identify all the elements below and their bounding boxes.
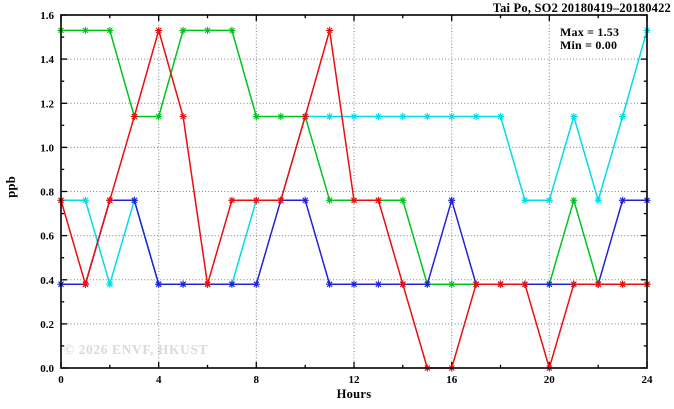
y-tick-label: 1.0 [40,142,54,154]
stats-annotation: Max = 1.53 Min = 0.00 [560,26,619,52]
y-axis-title: ppb [4,176,18,198]
y-tick-label: 0.8 [40,187,54,199]
x-tick-label: 20 [544,374,556,386]
y-tick-label: 1.4 [40,54,54,66]
x-tick-label: 24 [642,374,654,386]
gridlines [61,15,647,368]
min-value-label: Min = 0.00 [560,38,618,52]
x-tick-label: 4 [156,374,162,386]
x-axis-title: Hours [336,387,372,401]
y-tick-label: 0.2 [40,319,54,331]
y-tick-label: 0.0 [40,363,54,375]
chart-title: Tai Po, SO2 20180419–20180422 [492,1,671,15]
x-tick-label: 12 [349,374,361,386]
y-tick-label: 0.6 [40,231,54,243]
x-tick-label: 8 [254,374,260,386]
y-tick-label: 1.6 [40,10,54,22]
y-tick-label: 1.2 [40,98,54,110]
max-value-label: Max = 1.53 [560,25,620,39]
tick-labels: 0.0 0.2 0.4 0.6 0.8 1.0 1.2 1.4 1.6 0 4 8 12 16 20 24 [40,10,653,386]
y-tick-label: 0.4 [40,275,54,287]
x-tick-label: 0 [58,374,64,386]
x-tick-label: 16 [446,374,458,386]
watermark: © 2026 ENVF, HKUST [64,342,209,357]
plot-border [60,14,648,369]
